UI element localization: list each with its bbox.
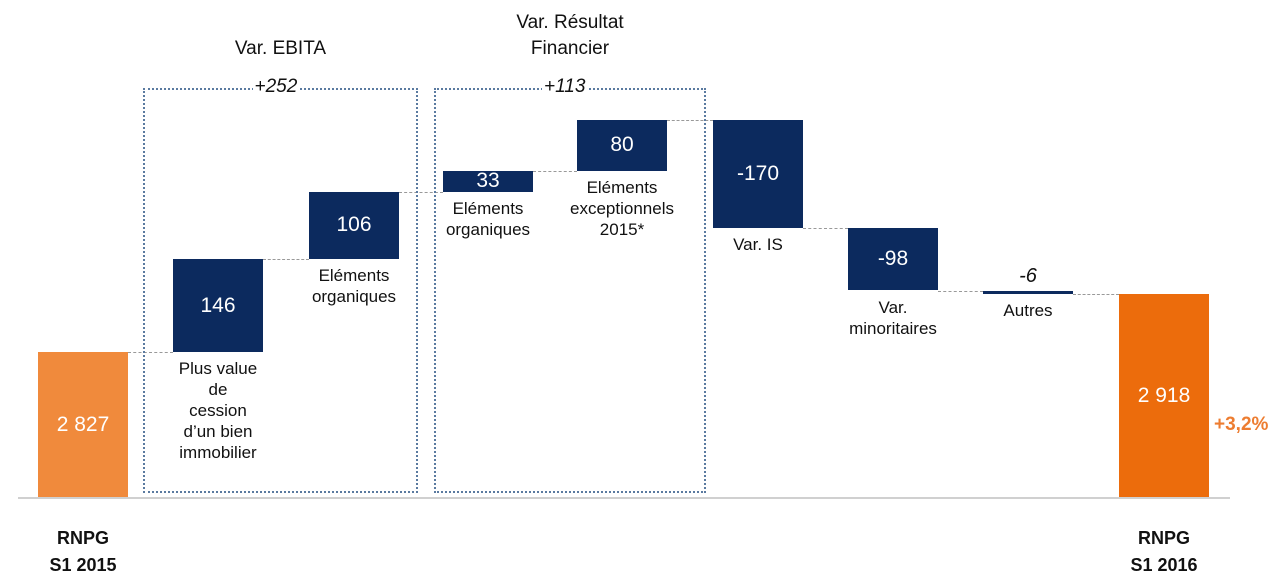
connector: [1073, 294, 1119, 296]
axis-line: [18, 497, 1230, 499]
category-line: organiques: [445, 219, 531, 239]
bar-value-label: 106: [336, 213, 372, 237]
group-title: Var. EBITA: [151, 36, 411, 62]
annotation: +3,2%: [1214, 414, 1269, 435]
group-title-line: Var. EBITA: [234, 38, 327, 59]
bar: [577, 119, 667, 171]
category-label: Plus value de cession d’un bien immobilier: [148, 358, 288, 463]
bar-value-label: 80: [610, 133, 634, 157]
category-label: RNPG S1 2016: [1094, 525, 1234, 578]
category-line: organiques: [311, 287, 397, 307]
connector: [263, 259, 309, 261]
bar: [309, 191, 399, 260]
category-line: RNPG: [1137, 528, 1190, 548]
connector: [938, 290, 983, 292]
connector: [399, 191, 443, 193]
category-line: S1 2016: [1130, 555, 1198, 575]
connector: [803, 228, 848, 230]
category-line: cession: [189, 401, 247, 421]
bar: [1119, 294, 1209, 497]
group-value: +113: [542, 76, 588, 98]
category-line: Eléments: [318, 266, 390, 286]
bar: [443, 170, 533, 192]
category-line: immobilier: [179, 443, 257, 463]
category-line: exceptionnels: [570, 198, 674, 218]
category-line: Plus value: [178, 359, 258, 379]
group-box: [143, 88, 418, 493]
category-line: 2015*: [599, 219, 645, 239]
group-title-line: Var. Résultat: [516, 12, 624, 33]
group-title-line: Financier: [530, 38, 610, 59]
bar: [38, 352, 128, 497]
category-line: Eléments: [586, 177, 658, 197]
category-line: Autres: [1003, 301, 1053, 321]
category-label: Eléments organiques: [418, 198, 558, 240]
group-value: +252: [252, 76, 300, 98]
category-line: minoritaires: [849, 318, 937, 338]
connector: [533, 170, 577, 172]
bar: [848, 228, 938, 291]
connector: [667, 119, 713, 121]
bar-value-label: 33: [476, 169, 500, 193]
connector: [128, 352, 173, 354]
bar-value-label: -98: [877, 247, 909, 271]
category-line: RNPG: [56, 528, 109, 548]
category-line: Var.: [878, 297, 908, 317]
bar: [983, 290, 1073, 295]
category-line: Eléments: [452, 198, 524, 218]
category-label: Autres: [958, 300, 1098, 321]
bar-value-label: 2 918: [1137, 383, 1191, 407]
category-label: Eléments organiques: [284, 265, 424, 307]
category-line: d’un bien: [183, 422, 253, 442]
category-line: de: [208, 380, 228, 400]
bar: [173, 259, 263, 353]
category-line: Var. IS: [733, 235, 783, 255]
bar-value-label: -6: [1019, 264, 1037, 287]
group-box: [434, 88, 706, 493]
bar-value-label: 146: [200, 293, 236, 317]
category-line: S1 2015: [49, 555, 117, 575]
category-label: Var. minoritaires: [823, 297, 963, 339]
category-label: RNPG S1 2015: [13, 525, 153, 578]
bar-value-label: -170: [736, 161, 780, 185]
group-title: Var. Résultat Financier: [440, 10, 700, 62]
bar: [713, 119, 803, 229]
category-label: Eléments exceptionnels 2015*: [552, 177, 692, 240]
category-label: Var. IS: [688, 234, 828, 255]
bar-value-label: 2 827: [56, 412, 110, 436]
